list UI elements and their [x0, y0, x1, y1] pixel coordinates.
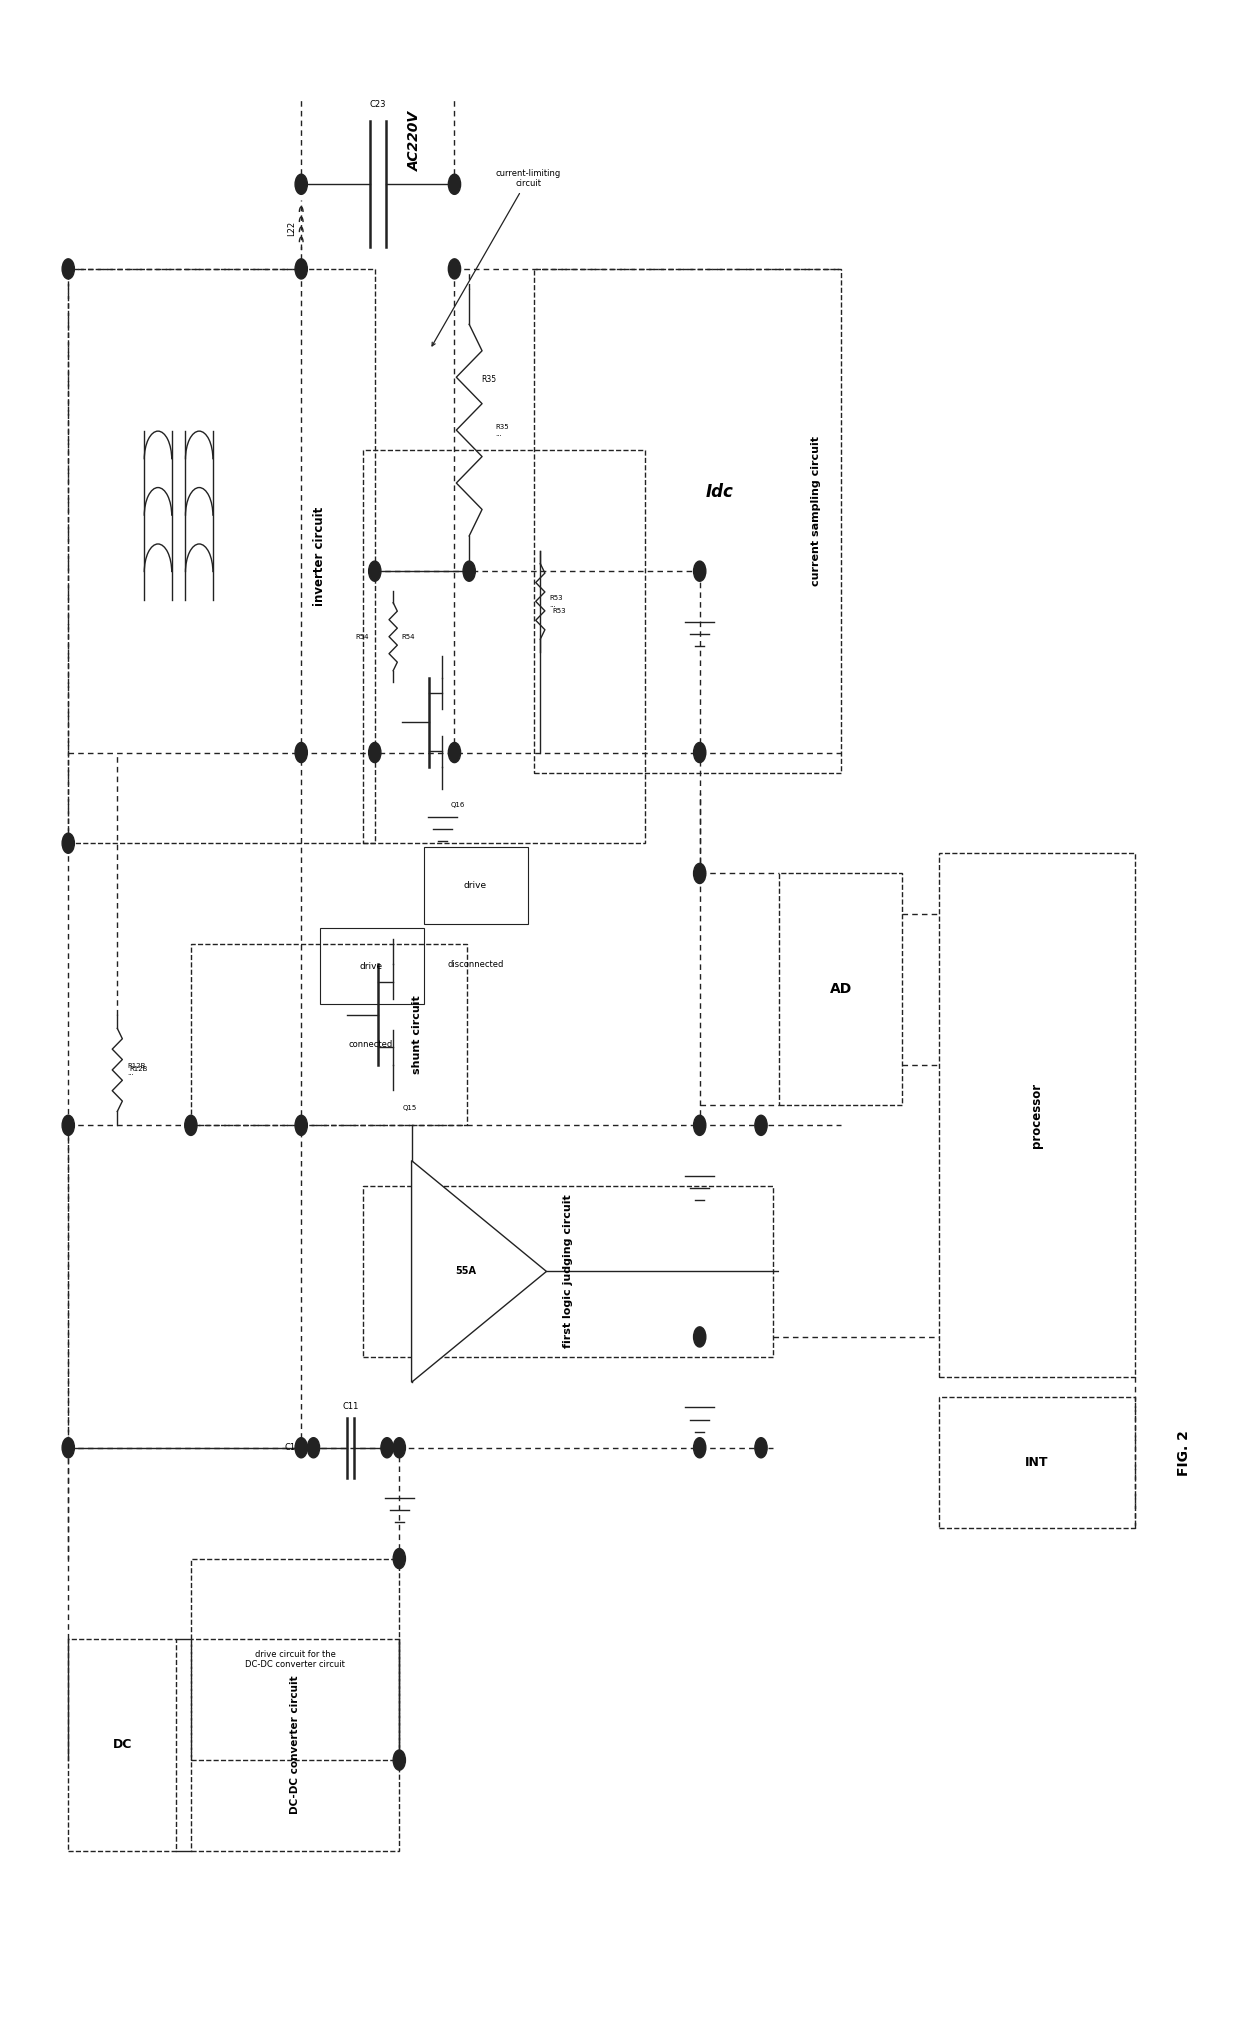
Circle shape	[693, 1439, 706, 1457]
Bar	[534, 270, 841, 773]
Text: shunt circuit: shunt circuit	[412, 996, 422, 1073]
Text: R53
...: R53 ...	[549, 594, 563, 609]
Circle shape	[449, 743, 460, 763]
Text: R12B
...: R12B ...	[128, 1063, 146, 1077]
Text: inverter circuit: inverter circuit	[314, 507, 326, 607]
Circle shape	[693, 1327, 706, 1347]
Circle shape	[295, 743, 308, 763]
Text: DC-DC converter circuit: DC-DC converter circuit	[290, 1676, 300, 1814]
Bar	[320, 927, 424, 1004]
Circle shape	[463, 562, 475, 580]
Text: drive: drive	[464, 881, 487, 891]
Circle shape	[185, 1116, 197, 1136]
Text: DC: DC	[113, 1739, 131, 1751]
Circle shape	[62, 1439, 74, 1457]
Text: 55A: 55A	[455, 1266, 476, 1276]
Circle shape	[308, 1439, 320, 1457]
Text: R54: R54	[355, 633, 368, 639]
Circle shape	[393, 1751, 405, 1769]
Circle shape	[295, 1116, 308, 1136]
Circle shape	[393, 1548, 405, 1568]
Bar	[362, 1185, 774, 1357]
Text: L22: L22	[288, 221, 296, 235]
Circle shape	[295, 1439, 308, 1457]
Text: C23: C23	[370, 99, 386, 110]
Text: INT: INT	[1025, 1457, 1049, 1469]
Circle shape	[381, 1439, 393, 1457]
Text: R35: R35	[481, 375, 496, 383]
Text: C11: C11	[285, 1443, 301, 1453]
Text: AD: AD	[830, 982, 852, 996]
Circle shape	[295, 260, 308, 278]
Circle shape	[62, 834, 74, 854]
Circle shape	[755, 1439, 768, 1457]
Circle shape	[393, 1439, 405, 1457]
Bar	[939, 854, 1135, 1378]
Text: current sampling circuit: current sampling circuit	[811, 436, 821, 586]
Bar	[191, 1558, 399, 1759]
Bar	[939, 1398, 1135, 1528]
Text: Idc: Idc	[706, 483, 734, 501]
Circle shape	[693, 1116, 706, 1136]
Text: R54: R54	[402, 633, 415, 639]
Text: processor: processor	[1030, 1083, 1043, 1148]
Bar	[68, 270, 374, 844]
Text: R12B: R12B	[129, 1065, 148, 1071]
Text: disconnected: disconnected	[448, 960, 503, 968]
Text: Q16: Q16	[450, 801, 465, 808]
Text: FIG. 2: FIG. 2	[1177, 1430, 1190, 1475]
Bar	[424, 848, 528, 923]
Bar	[362, 450, 645, 844]
Circle shape	[693, 864, 706, 883]
Text: AC220V: AC220V	[408, 112, 422, 170]
Circle shape	[449, 174, 460, 195]
Text: first logic judging circuit: first logic judging circuit	[563, 1195, 573, 1349]
Bar	[191, 1639, 399, 1850]
Circle shape	[693, 562, 706, 580]
Text: current-limiting
circuit: current-limiting circuit	[432, 168, 560, 345]
Text: connected: connected	[348, 1041, 393, 1049]
Text: drive: drive	[360, 962, 383, 970]
Circle shape	[62, 1116, 74, 1136]
Circle shape	[368, 743, 381, 763]
Circle shape	[295, 174, 308, 195]
Text: C11: C11	[342, 1402, 358, 1412]
Polygon shape	[412, 1161, 547, 1382]
Circle shape	[755, 1116, 768, 1136]
Text: R35
...: R35 ...	[495, 424, 508, 436]
Circle shape	[449, 260, 460, 278]
Bar	[191, 943, 466, 1126]
Circle shape	[693, 743, 706, 763]
Circle shape	[368, 562, 381, 580]
Text: Q15: Q15	[402, 1106, 417, 1112]
Circle shape	[62, 260, 74, 278]
Bar	[780, 872, 901, 1106]
Text: R53: R53	[553, 609, 567, 615]
Bar	[68, 1639, 176, 1850]
Text: drive circuit for the
DC-DC converter circuit: drive circuit for the DC-DC converter ci…	[246, 1650, 345, 1670]
